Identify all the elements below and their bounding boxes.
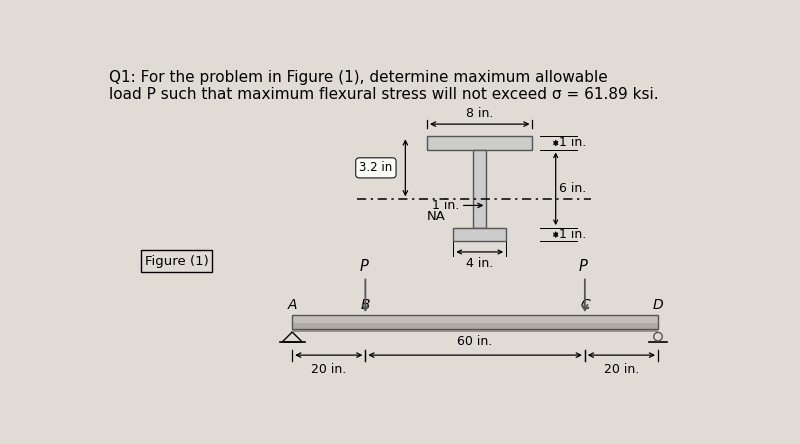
- Text: load P such that maximum flexural stress will not exceed σ = 61.89 ksi.: load P such that maximum flexural stress…: [110, 87, 659, 102]
- Text: P: P: [359, 259, 368, 274]
- Bar: [292, 329, 658, 332]
- Bar: [473, 150, 486, 228]
- Text: 6 in.: 6 in.: [558, 182, 586, 195]
- Text: NA: NA: [426, 210, 446, 223]
- Text: 3.2 in: 3.2 in: [359, 161, 393, 174]
- FancyBboxPatch shape: [141, 250, 212, 272]
- Bar: [427, 136, 533, 150]
- Text: P: P: [578, 259, 587, 274]
- Bar: [292, 315, 658, 329]
- Bar: [454, 228, 506, 241]
- Text: 60 in.: 60 in.: [458, 335, 493, 348]
- Text: D: D: [653, 298, 663, 312]
- Text: Figure (1): Figure (1): [145, 255, 209, 268]
- Text: 20 in.: 20 in.: [604, 363, 639, 376]
- Bar: [292, 315, 658, 323]
- Text: C: C: [580, 298, 590, 312]
- Text: Q1: For the problem in Figure (1), determine maximum allowable: Q1: For the problem in Figure (1), deter…: [110, 70, 608, 85]
- Text: 4 in.: 4 in.: [466, 257, 494, 270]
- Text: 1 in.: 1 in.: [432, 199, 459, 212]
- Text: 8 in.: 8 in.: [466, 107, 494, 119]
- Text: 1 in.: 1 in.: [558, 228, 586, 241]
- Text: A: A: [287, 298, 297, 312]
- Circle shape: [654, 333, 662, 341]
- Text: B: B: [361, 298, 370, 312]
- Bar: [292, 323, 658, 329]
- Text: 1 in.: 1 in.: [558, 136, 586, 150]
- Text: 20 in.: 20 in.: [311, 363, 346, 376]
